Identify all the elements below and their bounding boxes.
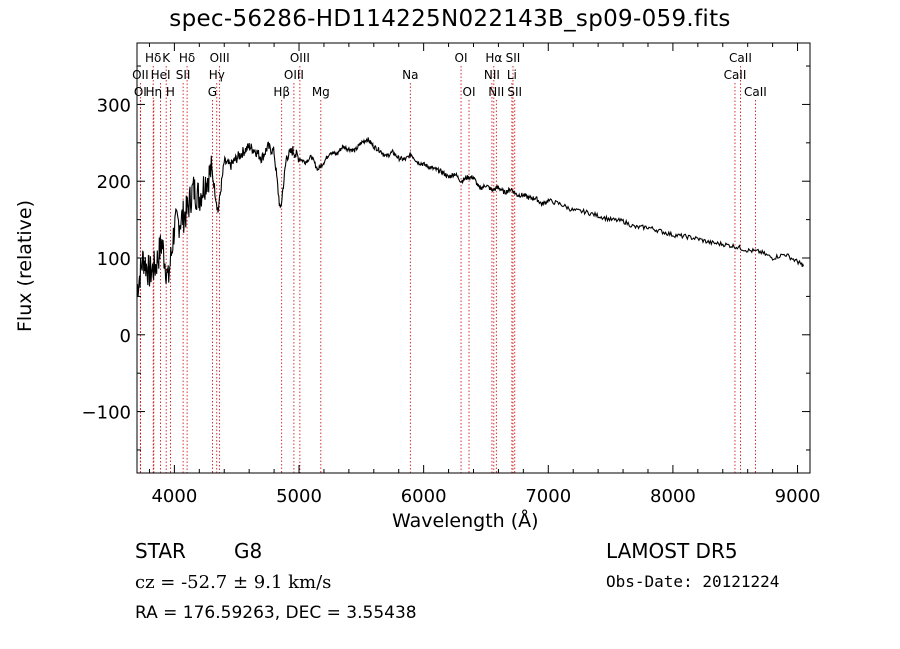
plot-frame <box>136 42 811 474</box>
chart-title: spec-56286-HD114225N022143B_sp09-059.fit… <box>169 6 731 32</box>
x-tick-label: 4000 <box>151 486 197 507</box>
line-marker-label: OIII <box>290 51 310 65</box>
line-marker-label: OI <box>463 85 476 99</box>
line-marker-label: Hη <box>146 85 163 99</box>
object-class: STAR <box>135 539 186 563</box>
object-subclass: G8 <box>234 539 263 563</box>
line-marker-label: K <box>162 51 171 65</box>
line-marker-label: Hδ <box>179 51 195 65</box>
line-marker-label: OII <box>132 68 149 82</box>
line-marker-label: Hα <box>485 51 502 65</box>
line-marker-label: H <box>166 85 175 99</box>
line-marker-label: SII <box>506 51 521 65</box>
x-axis-label: Wavelength (Å) <box>392 510 539 532</box>
ra-dec: RA = 176.59263, DEC = 3.55438 <box>135 603 417 623</box>
survey-name: LAMOST DR5 <box>606 539 738 563</box>
y-tick-label: 300 <box>97 95 131 116</box>
line-marker-label: NII <box>488 85 504 99</box>
redshift-velocity: cz = -52.7 ± 9.1 km/s <box>135 572 332 593</box>
observation-date: Obs-Date: 20121224 <box>606 572 780 591</box>
line-marker-label: Mg <box>312 85 330 99</box>
line-marker-label: CaII <box>724 68 747 82</box>
x-tick-label: 6000 <box>401 486 447 507</box>
line-marker-label: OIII <box>284 68 304 82</box>
line-marker-label: G <box>208 85 217 99</box>
line-marker-label: Na <box>402 68 418 82</box>
line-marker-label: Li <box>507 68 517 82</box>
line-marker-label: CaII <box>729 51 752 65</box>
line-marker-label: Hγ <box>209 68 225 82</box>
line-marker-label: NII <box>484 68 500 82</box>
line-marker-label: Hδ <box>145 51 161 65</box>
y-tick-label: 0 <box>120 326 131 347</box>
line-marker-label: HeI <box>151 68 171 82</box>
line-marker-label: SII <box>176 68 191 82</box>
y-tick-label: −100 <box>82 403 131 424</box>
y-tick-label: 100 <box>97 249 131 270</box>
line-marker-label: OIII <box>210 51 230 65</box>
line-marker-label: CaII <box>744 85 767 99</box>
x-tick-label: 7000 <box>525 486 571 507</box>
spectrum-line <box>136 137 804 297</box>
x-tick-label: 5000 <box>276 486 322 507</box>
x-tick-label: 9000 <box>775 486 821 507</box>
axis-ticks: 4000 5000 6000 7000 8000 9000 −100 0 100 200 300 <box>82 43 821 507</box>
line-marker-label: OI <box>455 51 468 65</box>
y-tick-label: 200 <box>97 172 131 193</box>
x-tick-label: 8000 <box>650 486 696 507</box>
y-axis-label: Flux (relative) <box>14 199 36 332</box>
line-marker-label: Hβ <box>273 85 290 99</box>
line-marker-label: SII <box>507 85 522 99</box>
